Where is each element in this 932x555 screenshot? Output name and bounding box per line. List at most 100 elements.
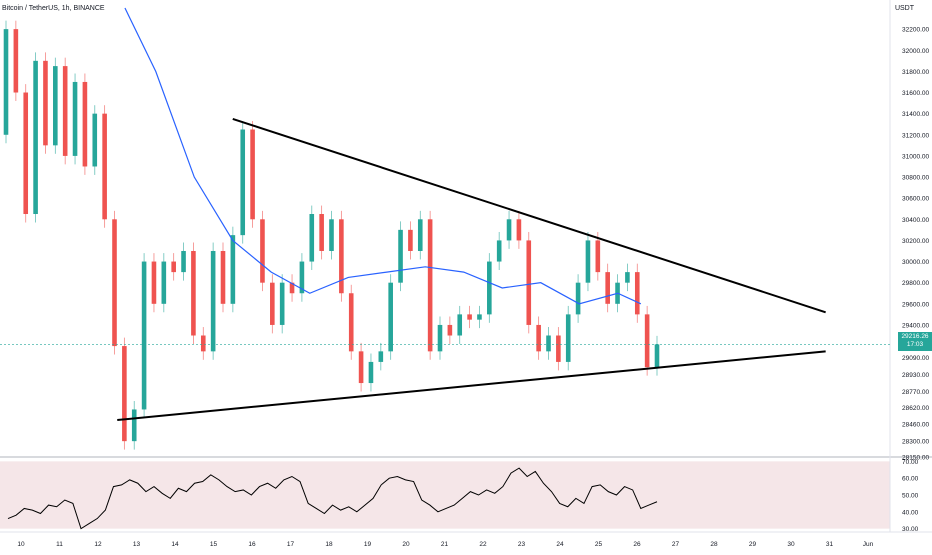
candle-down: [467, 314, 472, 320]
candle-down: [200, 335, 206, 352]
candle-down: [270, 282, 275, 325]
candle-up: [388, 282, 393, 352]
price-tick-label: 28770.00: [902, 389, 929, 396]
trendline-lower: [117, 350, 826, 422]
price-tick-label: 30400.00: [902, 217, 929, 224]
candle-down: [289, 282, 295, 294]
rsi-tick-label: 60.00: [902, 476, 919, 483]
price-tick-label: 30200.00: [902, 238, 929, 245]
candle-up: [368, 361, 374, 384]
price-tick-label: 32200.00: [902, 27, 929, 34]
time-tick-label: 25: [595, 541, 603, 548]
candle-down: [348, 293, 354, 352]
rsi-tick-label: 30.00: [902, 526, 919, 533]
time-tick-label: 10: [17, 541, 25, 548]
time-tick-label: 28: [710, 541, 718, 548]
currency-label: USDT: [894, 5, 914, 12]
candle-up: [457, 314, 463, 336]
candle-down: [122, 346, 127, 442]
candle-up: [230, 235, 236, 304]
candle-up: [299, 261, 305, 294]
price-tick-label: 29090.00: [902, 355, 929, 362]
rsi-tick-label: 70.00: [902, 459, 919, 466]
price-tick-label: 31600.00: [902, 90, 929, 97]
candle-down: [220, 250, 226, 304]
candle-down: [13, 29, 19, 93]
candle-up: [496, 240, 502, 262]
candle-down: [151, 261, 157, 304]
time-tick-label: 19: [364, 541, 372, 548]
candle-down: [260, 219, 265, 283]
price-tick-label: 29600.00: [902, 301, 929, 308]
price-tick-label: 31000.00: [902, 153, 929, 160]
candle-down: [556, 335, 561, 362]
candle-down: [605, 272, 610, 304]
candle-up: [417, 219, 423, 251]
candle-up: [161, 261, 167, 304]
time-tick-label: 20: [402, 541, 410, 548]
candle-down: [319, 214, 324, 251]
time-tick-label: 14: [171, 541, 179, 548]
candle-up: [506, 219, 512, 241]
candle-down: [62, 66, 68, 156]
time-tick-label: 16: [248, 541, 256, 548]
bar-countdown: 17:03: [906, 341, 924, 348]
candle-down: [634, 272, 640, 315]
price-tick-label: 31400.00: [902, 111, 929, 118]
candle-down: [339, 219, 344, 294]
candle-up: [654, 344, 660, 368]
candle-up: [625, 272, 630, 283]
symbol-title: Bitcoin / TetherUS, 1h, BINANCE: [2, 5, 105, 12]
price-tick-label: 32000.00: [902, 48, 929, 55]
last-price-tag: 29216.26 17:03: [898, 332, 932, 351]
candle-down: [358, 351, 364, 384]
time-tick-label: Jun: [863, 541, 874, 548]
candle-up: [141, 261, 147, 410]
price-tick-label: 29800.00: [902, 280, 929, 287]
candle-up: [240, 129, 246, 236]
rsi-tick-label: 50.00: [902, 493, 919, 500]
price-tick-label: 30000.00: [902, 259, 929, 266]
candle-up: [437, 324, 443, 352]
candle-down: [536, 324, 541, 352]
candle-up: [181, 250, 186, 273]
candle-down: [23, 92, 29, 215]
candle-down: [408, 229, 413, 251]
time-tick-label: 24: [556, 541, 564, 548]
time-tick-label: 26: [633, 541, 641, 548]
candle-down: [526, 240, 532, 325]
time-tick-label: 31: [826, 541, 834, 548]
time-tick-label: 23: [518, 541, 526, 548]
rsi-tick-label: 40.00: [902, 509, 919, 516]
candle-up: [131, 409, 137, 442]
trendline-upper: [232, 117, 826, 314]
price-tick-label: 28150.00: [902, 455, 929, 462]
price-tick-label: 30800.00: [902, 175, 929, 182]
candle-up: [309, 214, 315, 262]
candle-up: [3, 29, 9, 135]
candle-up: [585, 240, 591, 283]
candle-down: [644, 314, 650, 368]
candle-up: [329, 219, 334, 251]
price-tick-label: 31200.00: [902, 132, 929, 139]
candle-up: [487, 261, 492, 315]
price-tick-label: 30600.00: [902, 196, 929, 203]
candle-down: [82, 81, 88, 167]
time-tick-label: 22: [479, 541, 487, 548]
candle-down: [427, 219, 433, 352]
price-tick-label: 29400.00: [902, 322, 929, 329]
candle-down: [112, 219, 117, 347]
candle-up: [378, 351, 384, 362]
rsi-line: [7, 467, 658, 530]
time-tick-label: 11: [56, 541, 63, 548]
time-tick-label: 12: [94, 541, 102, 548]
price-tick-label: 28620.00: [902, 405, 929, 412]
time-tick-label: 13: [133, 541, 141, 548]
candle-up: [92, 113, 98, 167]
time-tick-label: 29: [749, 541, 757, 548]
price-tick-label: 28300.00: [902, 439, 929, 446]
candle-up: [546, 335, 551, 352]
candle-down: [447, 324, 453, 336]
